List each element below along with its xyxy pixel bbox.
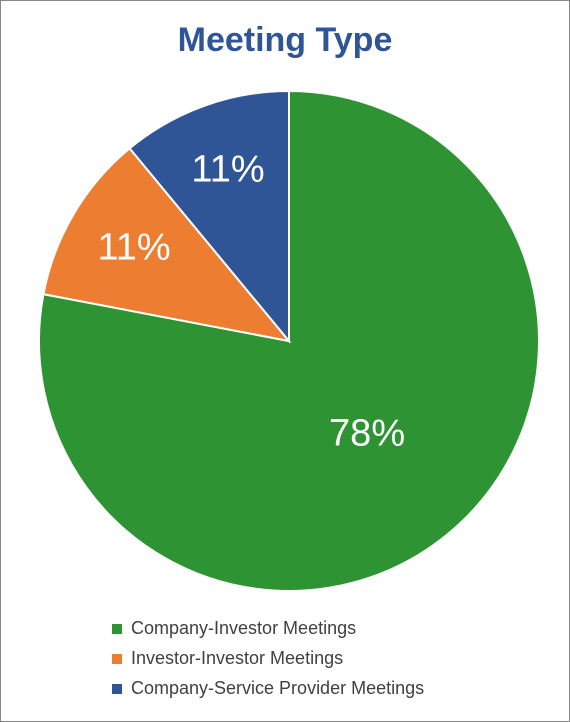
chart-title: Meeting Type bbox=[178, 21, 393, 59]
data-label: 11% bbox=[97, 226, 170, 268]
data-label: 78% bbox=[329, 412, 405, 454]
legend-label: Company-Investor Meetings bbox=[131, 618, 356, 638]
legend-label: Investor-Investor Meetings bbox=[131, 648, 343, 668]
pie-slice bbox=[128, 89, 290, 344]
legend-swatch bbox=[112, 654, 122, 664]
pie-slice bbox=[42, 146, 292, 343]
legend-label: Company-Service Provider Meetings bbox=[131, 678, 424, 698]
legend-swatch bbox=[112, 684, 122, 694]
data-label: 11% bbox=[191, 149, 264, 191]
legend-swatch bbox=[112, 624, 122, 634]
